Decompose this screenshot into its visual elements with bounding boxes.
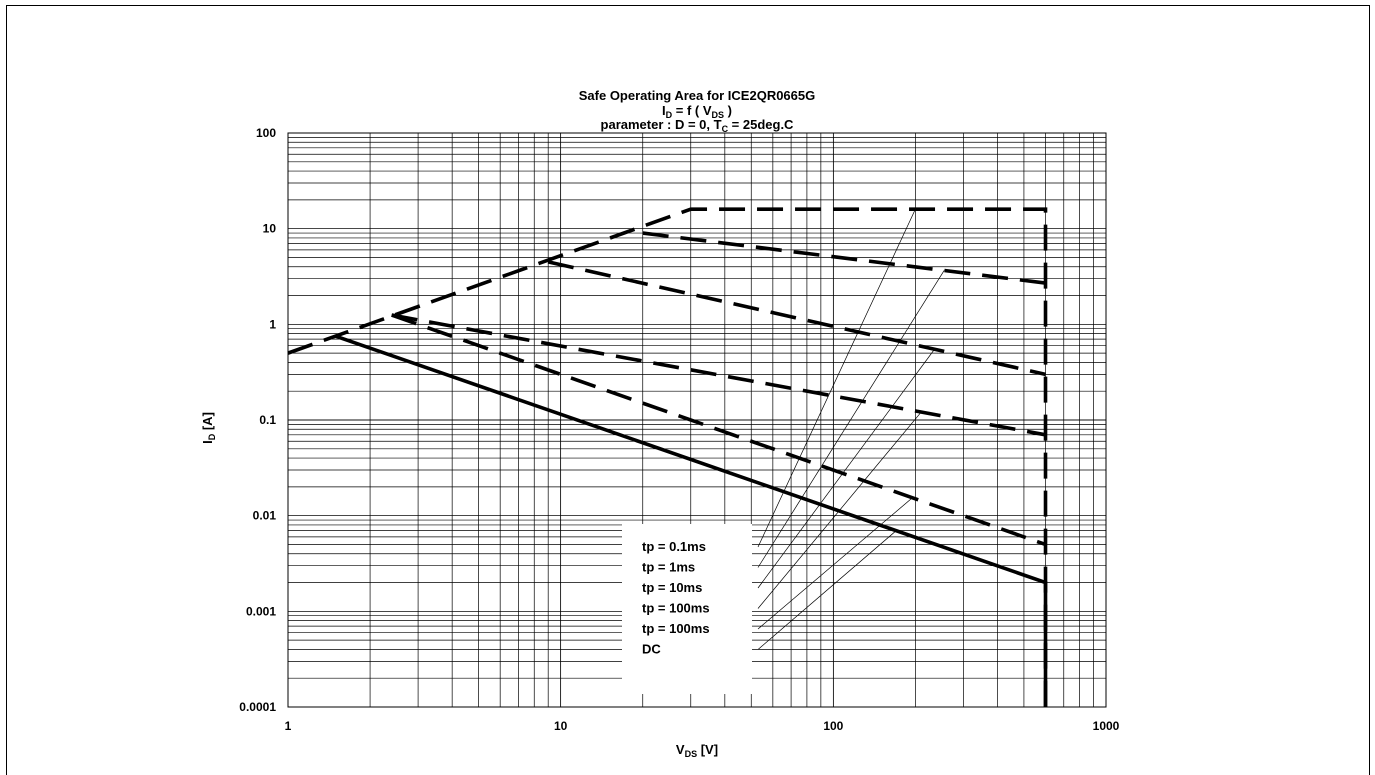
legend-leader-line [757, 208, 916, 548]
chart-parameter: parameter : D = 0, TC = 25deg.C [601, 117, 795, 134]
y-tick-label: 100 [256, 126, 276, 140]
x-tick-label: 1 [285, 719, 292, 733]
legend: tp = 0.1ms tp = 1ms tp = 10ms tp = 100ms tp … [622, 208, 945, 694]
y-tick-label: 0.1 [259, 413, 276, 427]
x-tick-label: 10 [554, 719, 568, 733]
tick-labels: 1 10 100 1000 0.0001 0.001 0.01 0.1 1 10 100 [239, 126, 1119, 733]
legend-leader-line [757, 270, 945, 568]
y-tick-label: 0.001 [246, 604, 276, 618]
y-tick-label: 0.0001 [239, 700, 276, 714]
series-line [391, 313, 1046, 437]
chart-frame [6, 5, 1370, 775]
legend-leader-line [757, 497, 913, 630]
series-line [547, 260, 1046, 377]
legend-entry: DC [642, 642, 661, 657]
legend-leader-line [757, 411, 922, 609]
series-line [287, 207, 1048, 707]
series-line [642, 231, 1046, 285]
chart-subtitle: ID = f ( VDS ) [662, 103, 732, 120]
chart-title: Safe Operating Area for ICE2QR0665G [579, 88, 816, 103]
legend-leader-line [757, 530, 897, 650]
legend-background [622, 524, 752, 694]
legend-leader-line [757, 349, 935, 589]
x-tick-label: 1000 [1093, 719, 1120, 733]
series-line [391, 313, 1047, 547]
x-tick-label: 100 [823, 719, 843, 733]
x-axis-label: VDS [V] [676, 742, 718, 759]
legend-entry: tp = 0.1ms [642, 539, 706, 554]
legend-entry: tp = 10ms [642, 580, 702, 595]
y-tick-label: 0.01 [253, 509, 277, 523]
series-layer [287, 207, 1048, 707]
series-line [335, 334, 1048, 707]
y-tick-label: 10 [263, 222, 277, 236]
legend-entry: tp = 100ms [642, 601, 710, 616]
y-tick-label: 1 [269, 317, 276, 331]
y-axis-label: ID [A] [200, 412, 217, 444]
legend-entry: tp = 1ms [642, 560, 695, 575]
legend-entry: tp = 100ms [642, 621, 710, 636]
